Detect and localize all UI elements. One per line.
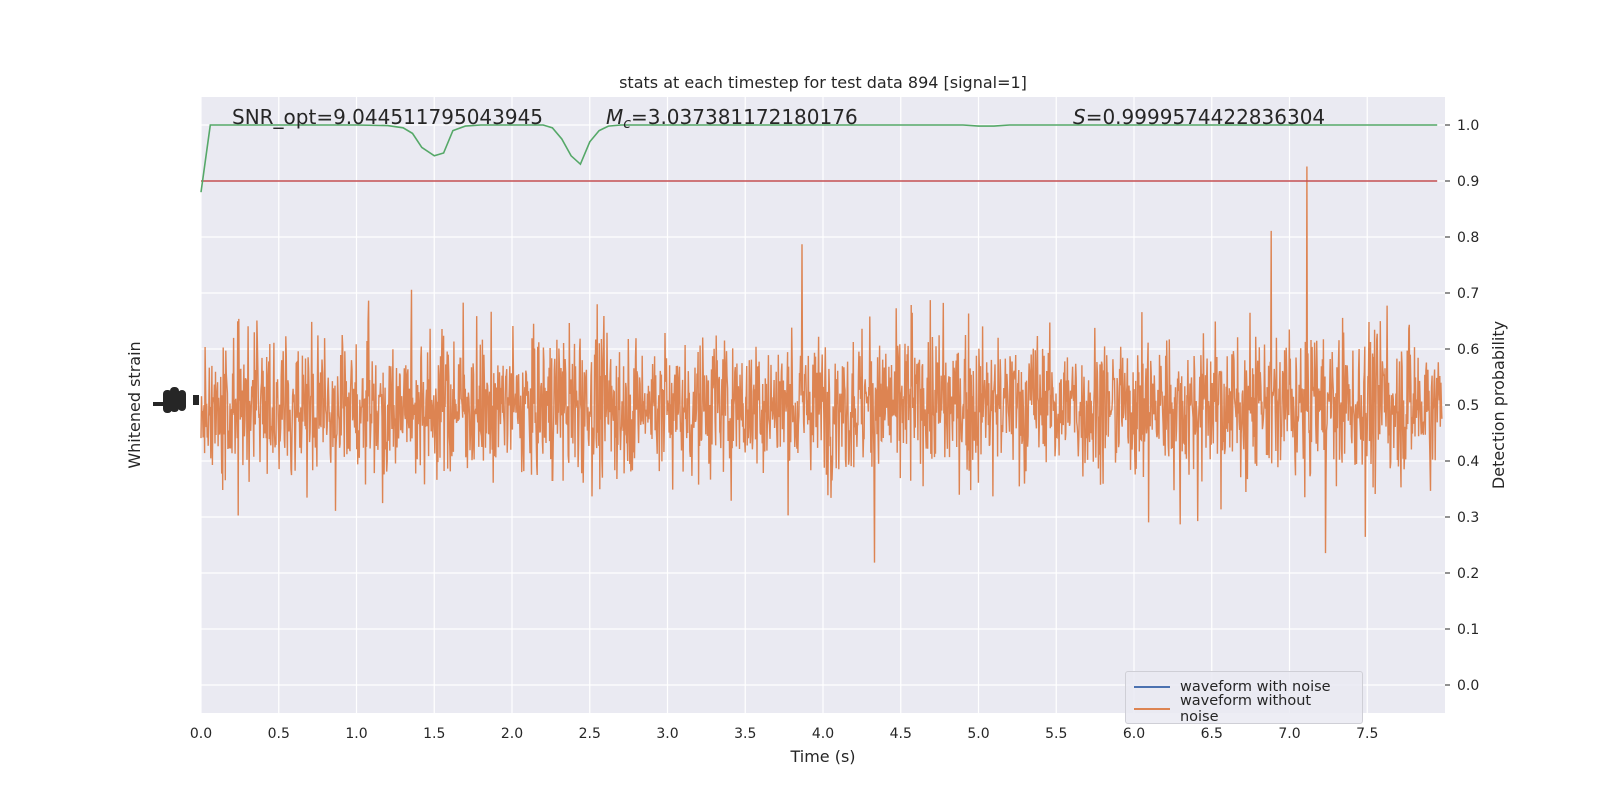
- x-tick-label: 0.5: [268, 726, 290, 742]
- x-tick-label: 2.5: [579, 726, 601, 742]
- y-tick-label: 0.2: [1457, 566, 1479, 582]
- left-y-axis-tick-cluster: [153, 387, 199, 413]
- y-tick-label: 0.6: [1457, 342, 1479, 358]
- y-tick-label: 0.7: [1457, 286, 1479, 302]
- x-tick-label: 1.0: [345, 726, 367, 742]
- y-tick-label: 0.8: [1457, 230, 1479, 246]
- waveform-without-noise-line: [200, 166, 1443, 563]
- x-tick-label: 6.0: [1123, 726, 1145, 742]
- x-tick-label: 0.0: [190, 726, 212, 742]
- y-tick-label: 0.1: [1457, 622, 1479, 638]
- x-axis-ticks: 0.0 0.5 1.0 1.5 2.0 2.5 3.0 3.5 4.0 4.5 5.0 5.5 6.0 6…: [190, 726, 1379, 742]
- x-tick-label: 3.0: [656, 726, 678, 742]
- legend-entry-with-noise: waveform with noise: [1134, 676, 1354, 698]
- left-y-axis-label: Whitened strain: [125, 341, 144, 468]
- detection-probability-line: [200, 124, 1438, 193]
- x-tick-label: 7.5: [1356, 726, 1378, 742]
- annotation-s: S=0.9999574422836304: [1073, 105, 1325, 129]
- x-tick-label: 1.5: [423, 726, 445, 742]
- series-detection-probability: [200, 124, 1438, 193]
- x-tick-label: 2.0: [501, 726, 523, 742]
- y-tick-label: 0.0: [1457, 678, 1479, 694]
- annotation-chirp-mass: Mc=3.037381172180176: [606, 105, 858, 132]
- y-tick-label: 0.3: [1457, 510, 1479, 526]
- x-axis-label: Time (s): [789, 747, 855, 766]
- x-tick-label: 4.5: [890, 726, 912, 742]
- x-tick-label: 5.5: [1045, 726, 1067, 742]
- right-y-axis-ticks: 0.0 0.1 0.2 0.3 0.4 0.5 0.6 0.7 0.8 0.9 1.0: [1445, 118, 1479, 694]
- x-tick-label: 6.5: [1201, 726, 1223, 742]
- right-y-axis-label: Detection probability: [1489, 321, 1508, 489]
- x-tick-label: 5.0: [967, 726, 989, 742]
- legend-label-without-noise: waveform without noise: [1179, 693, 1312, 725]
- chart-title: stats at each timestep for test data 894…: [619, 73, 1027, 92]
- legend-swatch-orange: [1134, 708, 1170, 710]
- y-tick-label: 0.4: [1457, 454, 1479, 470]
- legend-swatch-blue: [1134, 686, 1170, 688]
- legend-label-with-noise: waveform with noise: [1180, 679, 1331, 695]
- legend: waveform with noise waveform without noi…: [1125, 671, 1363, 725]
- y-tick-label: 1.0: [1457, 118, 1479, 134]
- y-tick-label: 0.5: [1457, 398, 1479, 414]
- x-tick-label: 3.5: [734, 726, 756, 742]
- x-tick-label: 4.0: [812, 726, 834, 742]
- legend-entry-without-noise: waveform without noise: [1134, 693, 1354, 725]
- x-tick-label: 7.0: [1278, 726, 1300, 742]
- y-tick-label: 0.9: [1457, 174, 1479, 190]
- series-waveform-without-noise: [200, 166, 1443, 563]
- annotation-snr: SNR_opt=9.044511795043945: [232, 105, 543, 129]
